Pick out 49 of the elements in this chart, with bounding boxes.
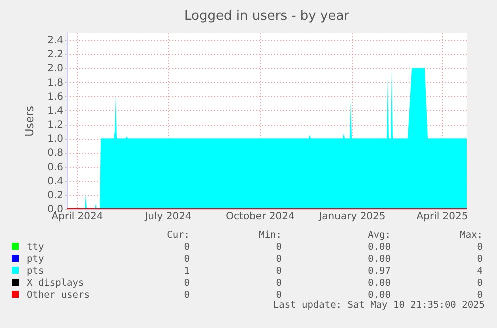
text: 0 <box>275 241 282 253</box>
y-tick-label: 1.0 <box>48 134 64 146</box>
chart-title: Logged in users - by year <box>184 9 350 24</box>
legend-label: Other users <box>26 289 91 301</box>
y-tick-label: 0.8 <box>48 148 64 160</box>
y-tick-label: 1.6 <box>48 92 64 103</box>
text: 0 <box>275 265 282 277</box>
x-tick-label: July 2024 <box>144 212 192 222</box>
y-tick-label: 1.4 <box>48 106 64 117</box>
x-tick-label: April 2025 <box>416 212 468 222</box>
legend-label: X displays <box>26 277 86 289</box>
text: 0.00 <box>367 289 391 301</box>
text: 0 <box>275 277 282 289</box>
text: Cur: <box>166 229 190 241</box>
text: 0 <box>183 289 190 301</box>
x-tick-label: April 2024 <box>52 212 104 222</box>
text: Min: <box>258 229 282 241</box>
text: 0 <box>275 289 282 301</box>
text: 0.00 <box>367 241 391 253</box>
text: 0 <box>183 277 190 289</box>
x-tick-label: January 2025 <box>318 212 386 222</box>
y-axis-title: Users <box>24 106 37 137</box>
legend-label: pty <box>26 253 46 265</box>
text: 0.00 <box>367 277 391 289</box>
legend-label: tty <box>26 241 46 253</box>
text: 1 <box>183 265 190 277</box>
text: 0 <box>183 241 190 253</box>
text: 0 <box>476 253 483 265</box>
text: 0.00 <box>367 253 391 265</box>
text: 0 <box>183 253 190 265</box>
text: 0 <box>476 241 483 253</box>
text: 0 <box>476 277 483 289</box>
x-tick-label: October 2024 <box>226 212 295 222</box>
text: 0 <box>476 289 483 301</box>
y-tick-label: 0.6 <box>48 162 64 174</box>
y-tick-label: 2.2 <box>48 50 64 61</box>
text: Last update: Sat May 10 21:35:00 2025 <box>273 300 485 311</box>
y-tick-label: 1.2 <box>48 120 64 132</box>
text: 0 <box>275 253 282 265</box>
y-tick-label: 1.8 <box>48 78 64 89</box>
text: 4 <box>476 265 483 277</box>
y-tick-label: 0.4 <box>48 176 64 188</box>
text: Avg: <box>367 229 391 241</box>
text: Max: <box>459 229 483 241</box>
legend-label: pts <box>26 265 46 277</box>
text: 0.97 <box>367 265 391 277</box>
y-tick-label: 2.0 <box>48 64 64 75</box>
y-tick-label: 2.4 <box>48 36 64 47</box>
y-tick-label: 0.2 <box>48 190 64 202</box>
